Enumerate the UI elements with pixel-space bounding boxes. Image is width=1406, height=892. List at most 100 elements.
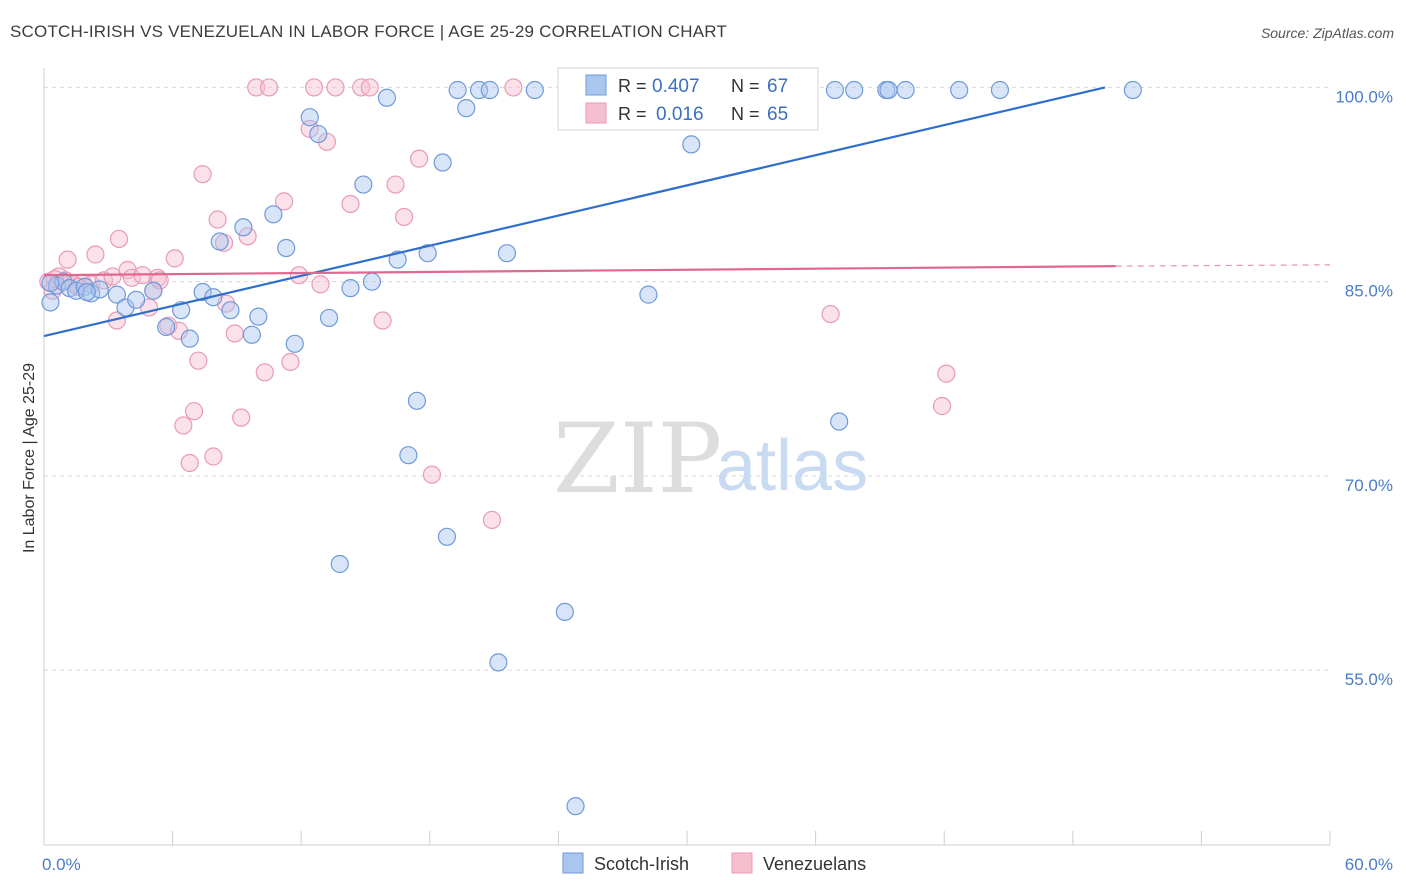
venezuelans-point-27 [193,165,212,184]
scotch-irish-point-52 [682,135,701,154]
trend-lines [43,86,1331,338]
venezuelans-point-50 [386,175,405,194]
venezuelans-point-35 [247,78,266,97]
y-tick-label-2: 85.0% [1345,282,1393,301]
venezuelans-point-4 [58,250,77,269]
scotch-irish-point-33 [388,250,407,269]
legend-r-value-1: 0.407 [652,76,700,97]
scotch-irish-point-15 [193,282,212,302]
scotch-irish-point-42 [480,80,499,100]
venezuelans-point-36 [255,363,274,382]
venezuelans-point-39 [281,352,300,372]
venezuelans-point-42 [304,78,324,97]
x-tick-label-1: 60.0% [1345,855,1393,874]
scotch-irish-point-50 [639,285,658,304]
venezuelans-point-21 [165,249,184,268]
watermark-zip: ZIP [553,403,722,515]
grid-lines [44,86,1330,671]
scotch-irish-point-12 [157,317,176,337]
y-tick-labels: 55.0% 70.0% 85.0% 100.0% [1335,87,1393,689]
axes [43,68,1331,846]
chart-source: Source: ZipAtlas.com [1260,25,1394,41]
series-label-venezuelans: Venezuelans [763,854,866,874]
watermark: ZIP atlas [553,403,868,515]
scotch-irish-point-11 [144,281,163,300]
legend-r-value-2: 0.016 [656,104,704,125]
venezuelans-point-53 [422,465,442,484]
scotch-irish-point-43 [489,653,508,672]
venezuelans-trend-extension [1115,264,1331,267]
scotch-irish-point-62 [950,80,969,100]
scotch-irish-point-19 [234,218,253,237]
scotch-irish-point-34 [399,446,418,465]
scotch-irish-point-28 [330,554,349,574]
venezuelans-point-61 [932,396,952,416]
scotch-irish-point-10 [127,290,146,309]
series-legend: Scotch-Irish Venezuelans [562,852,866,874]
venezuelans-point-9 [94,271,114,290]
scotch-irish-point-41 [469,80,489,100]
scotch-irish-point-66 [77,282,96,302]
scotch-irish-point-47 [566,797,585,816]
venezuelans-point-54 [482,510,502,530]
venezuelans-point-48 [360,78,379,97]
scotch-irish-point-58 [845,80,864,100]
venezuelans-point-26 [189,351,208,370]
legend-swatch-pink [585,102,607,124]
scotch-irish-point-20 [242,325,262,344]
scotch-irish-point-57 [830,412,849,431]
venezuelans-point-55 [504,78,523,97]
scotch-irish-point-61 [896,80,915,100]
scotch-irish-point-22 [264,205,283,224]
scotch-irish-point-35 [407,391,427,410]
legend-n-label-1: N = [731,76,760,96]
scotch-irish-point-17 [210,232,229,251]
venezuelans-trend-line [43,265,1116,277]
scotch-irish-point-24 [285,334,304,353]
venezuelans-point-23 [174,416,193,435]
scotch-irish-point-31 [362,272,382,291]
venezuelans-point-19 [150,271,169,290]
legend-n-label-2: N = [731,104,760,124]
scotch-irish-point-36 [418,244,437,263]
correlation-legend: R = 0.407 N = 67 R = 0.016 N = 65 [557,67,819,131]
scotch-irish-point-21 [249,307,268,326]
legend-n-value-1: 67 [767,76,788,97]
venezuelans-point-49 [373,311,392,330]
venezuelans-point-37 [259,78,279,97]
y-axis-label: In Labor Force | Age 25-29 [21,363,38,553]
venezuelans-point-29 [208,210,227,229]
venezuelans-point-60 [821,304,840,324]
venezuelans-point-46 [341,194,360,214]
y-tick-label-0: 55.0% [1345,670,1393,689]
legend-swatch-blue [585,74,607,96]
scotch-irish-point-45 [525,80,544,100]
venezuelans-points [39,78,956,530]
scotch-irish-point-38 [437,527,457,546]
scotch-irish-point-32 [377,88,397,107]
scotch-irish-point-65 [41,273,60,293]
scotch-irish-point-56 [825,80,844,100]
venezuelans-point-43 [311,275,330,294]
scotch-irish-point-30 [354,175,373,194]
scotch-irish-point-14 [180,329,199,348]
scotch-irish-point-64 [1123,80,1142,100]
scotch-irish-point-8 [107,285,126,304]
scotch-irish-point-25 [300,108,319,127]
venezuelans-point-38 [274,192,294,211]
venezuelans-point-10 [103,267,122,286]
scotch-irish-point-29 [341,279,360,298]
series-swatch-scotch-irish [562,852,584,874]
scotch-irish-point-0 [41,293,60,312]
scotch-irish-trend-line [43,86,1106,338]
y-tick-label-1: 70.0% [1345,476,1393,495]
scotch-irish-point-39 [448,80,467,100]
x-tick-label-0: 0.0% [42,855,81,874]
series-label-scotch-irish: Scotch-Irish [594,854,689,874]
x-tick-labels: 0.0% 60.0% [42,855,1393,874]
venezuelans-point-28 [204,447,223,466]
venezuelans-point-12 [109,229,129,249]
venezuelans-point-33 [232,408,251,427]
scotch-irish-point-63 [990,80,1010,100]
chart-title: SCOTCH-IRISH VS VENEZUELAN IN LABOR FORC… [10,22,728,41]
